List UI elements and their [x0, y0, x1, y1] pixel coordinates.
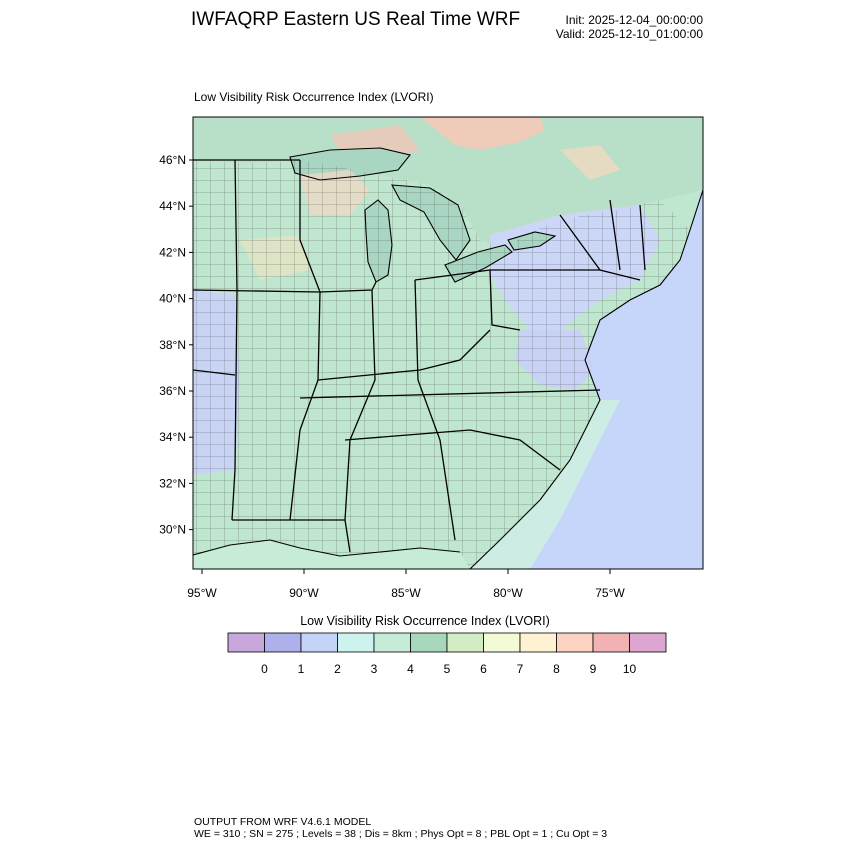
atlantic-ocean: [470, 185, 703, 569]
colorbar-box: [446, 632, 484, 653]
latitude-axis: 46°N 44°N 42°N 40°N 38°N 36°N 34°N 32°N 30°N: [159, 153, 193, 537]
colorbar-title: Low Visibility Risk Occurrence Index (LV…: [300, 614, 550, 628]
risk-patch-quebec: [560, 145, 620, 180]
lat-label: 40°N: [159, 292, 186, 306]
model-settings-line: WE = 310 ; SN = 275 ; Levels = 38 ; Dis …: [194, 828, 608, 840]
colorbar-box: [519, 632, 557, 653]
colorbar-label: 3: [371, 662, 378, 676]
longitude-axis: 95°W 90°W 85°W 80°W 75°W: [187, 569, 625, 600]
lon-label: 85°W: [391, 586, 421, 600]
lat-label: 36°N: [159, 384, 186, 398]
init-time: Init: 2025-12-04_00:00:00: [565, 13, 703, 27]
colorbar-box: [227, 632, 265, 653]
map-area: [193, 117, 703, 569]
colorbar-label: 6: [480, 662, 487, 676]
colorbar-box: [483, 632, 521, 653]
colorbar-label: 7: [517, 662, 524, 676]
colorbar-box: [373, 632, 411, 653]
lon-label: 90°W: [289, 586, 319, 600]
colorbar-box: [629, 632, 667, 653]
coastal-band: [470, 400, 620, 569]
lon-label: 75°W: [595, 586, 625, 600]
lon-label: 95°W: [187, 586, 217, 600]
plot-subtitle: Low Visibility Risk Occurrence Index (LV…: [194, 90, 434, 104]
lat-label: 38°N: [159, 338, 186, 352]
colorbar-label: 4: [407, 662, 414, 676]
colorbar-box: [300, 632, 338, 653]
valid-time: Valid: 2025-12-10_01:00:00: [555, 27, 703, 41]
state-boundaries: [193, 159, 646, 553]
colorbar-label: 10: [623, 662, 637, 676]
colorbar-label: 5: [444, 662, 451, 676]
colorbar-label: 1: [298, 662, 305, 676]
lat-label: 46°N: [159, 153, 186, 167]
colorbar-box: [410, 632, 448, 653]
map-frame: [192, 116, 704, 570]
lat-label: 34°N: [159, 430, 186, 444]
colorbar-label: 8: [553, 662, 560, 676]
colorbar-label: 0: [261, 662, 268, 676]
colorbar-box: [264, 632, 302, 653]
lat-label: 32°N: [159, 476, 186, 490]
colorbar-box: [592, 632, 630, 653]
colorbar-label: 9: [590, 662, 597, 676]
lat-label: 44°N: [159, 199, 186, 213]
colorbar-box: [337, 632, 375, 653]
main-title: IWFAQRP Eastern US Real Time WRF: [191, 9, 521, 30]
colorbar-box: [556, 632, 594, 653]
model-info-line: OUTPUT FROM WRF V4.6.1 MODEL: [194, 816, 372, 828]
lat-label: 42°N: [159, 245, 186, 259]
coastlines: [193, 147, 703, 569]
colorbar-label: 2: [334, 662, 341, 676]
risk-patch-north: [420, 117, 545, 150]
lat-label: 30°N: [159, 523, 186, 537]
lon-label: 80°W: [493, 586, 523, 600]
colorbar: 0 1 2 3 4 5 6 7 8 9 10: [227, 632, 667, 676]
